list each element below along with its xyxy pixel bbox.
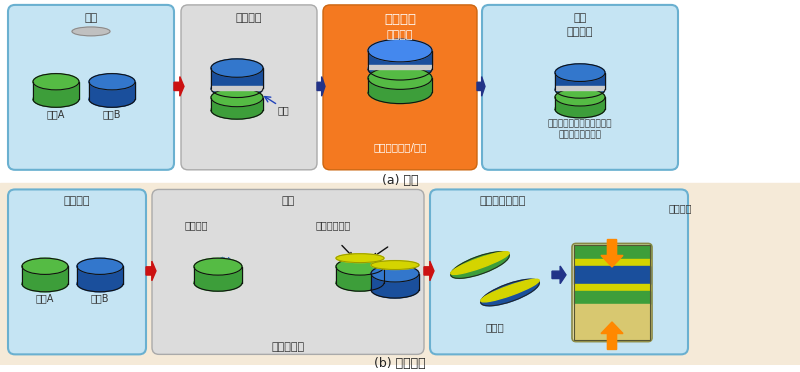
- Ellipse shape: [555, 100, 605, 118]
- Text: 材料膨胀: 材料膨胀: [386, 31, 414, 41]
- Bar: [194, 267, 242, 283]
- Bar: [89, 82, 135, 99]
- Ellipse shape: [72, 27, 110, 36]
- Ellipse shape: [481, 279, 539, 306]
- Text: 溅射金属薄膜: 溅射金属薄膜: [316, 220, 351, 230]
- Bar: [574, 259, 650, 266]
- Text: 材料A: 材料A: [47, 109, 65, 119]
- Text: 钒材: 钒材: [278, 105, 290, 115]
- Ellipse shape: [368, 57, 432, 80]
- Bar: [368, 51, 432, 69]
- Polygon shape: [174, 77, 184, 96]
- Text: 确定位置: 确定位置: [236, 13, 262, 23]
- Text: 材料中残留有应力: 材料中残留有应力: [558, 131, 602, 140]
- Ellipse shape: [371, 265, 419, 282]
- Bar: [211, 68, 263, 88]
- Polygon shape: [317, 77, 325, 96]
- Ellipse shape: [371, 281, 419, 298]
- Bar: [555, 97, 605, 109]
- Ellipse shape: [555, 64, 605, 81]
- Ellipse shape: [77, 258, 123, 275]
- Ellipse shape: [336, 258, 384, 275]
- Text: 溅射: 溅射: [282, 196, 294, 206]
- Polygon shape: [424, 261, 434, 281]
- FancyBboxPatch shape: [572, 243, 652, 341]
- Text: 材料A: 材料A: [36, 294, 54, 304]
- FancyBboxPatch shape: [482, 5, 678, 170]
- Ellipse shape: [555, 88, 605, 106]
- Bar: [574, 291, 650, 304]
- Bar: [0, 183, 800, 365]
- FancyBboxPatch shape: [152, 189, 424, 355]
- Bar: [574, 304, 650, 340]
- Bar: [555, 73, 605, 89]
- Ellipse shape: [33, 91, 79, 107]
- Polygon shape: [146, 261, 156, 281]
- Text: 材料B: 材料B: [90, 294, 110, 304]
- Ellipse shape: [211, 101, 263, 119]
- Bar: [574, 246, 650, 340]
- Ellipse shape: [22, 276, 68, 292]
- Bar: [574, 246, 650, 259]
- Text: (a) 钒焊: (a) 钒焊: [382, 174, 418, 187]
- Text: 减轻压力: 减轻压力: [668, 203, 692, 213]
- Bar: [368, 78, 432, 92]
- Bar: [33, 82, 79, 99]
- Bar: [336, 267, 384, 283]
- Bar: [211, 97, 263, 110]
- Bar: [574, 284, 650, 291]
- Ellipse shape: [89, 91, 135, 107]
- Ellipse shape: [481, 279, 539, 302]
- Ellipse shape: [211, 59, 263, 77]
- Text: 钒材: 钒材: [84, 13, 98, 23]
- Text: 金属原子: 金属原子: [185, 220, 209, 230]
- Bar: [368, 65, 432, 69]
- FancyBboxPatch shape: [8, 5, 174, 170]
- Ellipse shape: [77, 276, 123, 292]
- Bar: [22, 266, 68, 284]
- Polygon shape: [601, 322, 623, 349]
- Bar: [371, 273, 419, 289]
- Ellipse shape: [22, 258, 68, 275]
- Text: 材料减少: 材料减少: [566, 28, 594, 38]
- Ellipse shape: [368, 39, 432, 62]
- Ellipse shape: [33, 74, 79, 90]
- Bar: [77, 266, 123, 284]
- FancyBboxPatch shape: [181, 5, 317, 170]
- Ellipse shape: [450, 252, 510, 278]
- FancyBboxPatch shape: [430, 189, 688, 355]
- Text: 材料B: 材料B: [102, 109, 122, 119]
- Polygon shape: [477, 77, 485, 96]
- Ellipse shape: [211, 88, 263, 107]
- Ellipse shape: [194, 258, 242, 275]
- Ellipse shape: [555, 80, 605, 98]
- Text: 抛光表面: 抛光表面: [64, 196, 90, 206]
- Ellipse shape: [89, 74, 135, 90]
- Ellipse shape: [368, 81, 432, 103]
- Ellipse shape: [194, 274, 242, 291]
- Ellipse shape: [336, 274, 384, 291]
- Text: 确定位置･附着: 确定位置･附着: [480, 196, 526, 206]
- Polygon shape: [552, 266, 566, 284]
- Bar: [211, 86, 263, 90]
- Bar: [574, 266, 650, 284]
- Ellipse shape: [336, 254, 384, 263]
- Text: 钒焊金属溶化/连接: 钒焊金属溶化/连接: [374, 142, 426, 152]
- Ellipse shape: [451, 252, 509, 275]
- Ellipse shape: [211, 79, 263, 97]
- Polygon shape: [601, 240, 623, 267]
- FancyBboxPatch shape: [323, 5, 477, 170]
- Text: 由于线性膨胀系数的差异，: 由于线性膨胀系数的差异，: [548, 120, 612, 129]
- Text: 加热粘合: 加热粘合: [384, 13, 416, 26]
- Text: (b) 常温接合: (b) 常温接合: [374, 357, 426, 370]
- Text: 冷却: 冷却: [574, 13, 586, 23]
- Ellipse shape: [368, 67, 432, 89]
- Bar: [0, 0, 800, 183]
- Text: 真空室内部: 真空室内部: [271, 341, 305, 352]
- Text: 在空中: 在空中: [486, 322, 504, 332]
- Bar: [555, 86, 605, 90]
- FancyBboxPatch shape: [8, 189, 146, 355]
- Ellipse shape: [371, 261, 419, 269]
